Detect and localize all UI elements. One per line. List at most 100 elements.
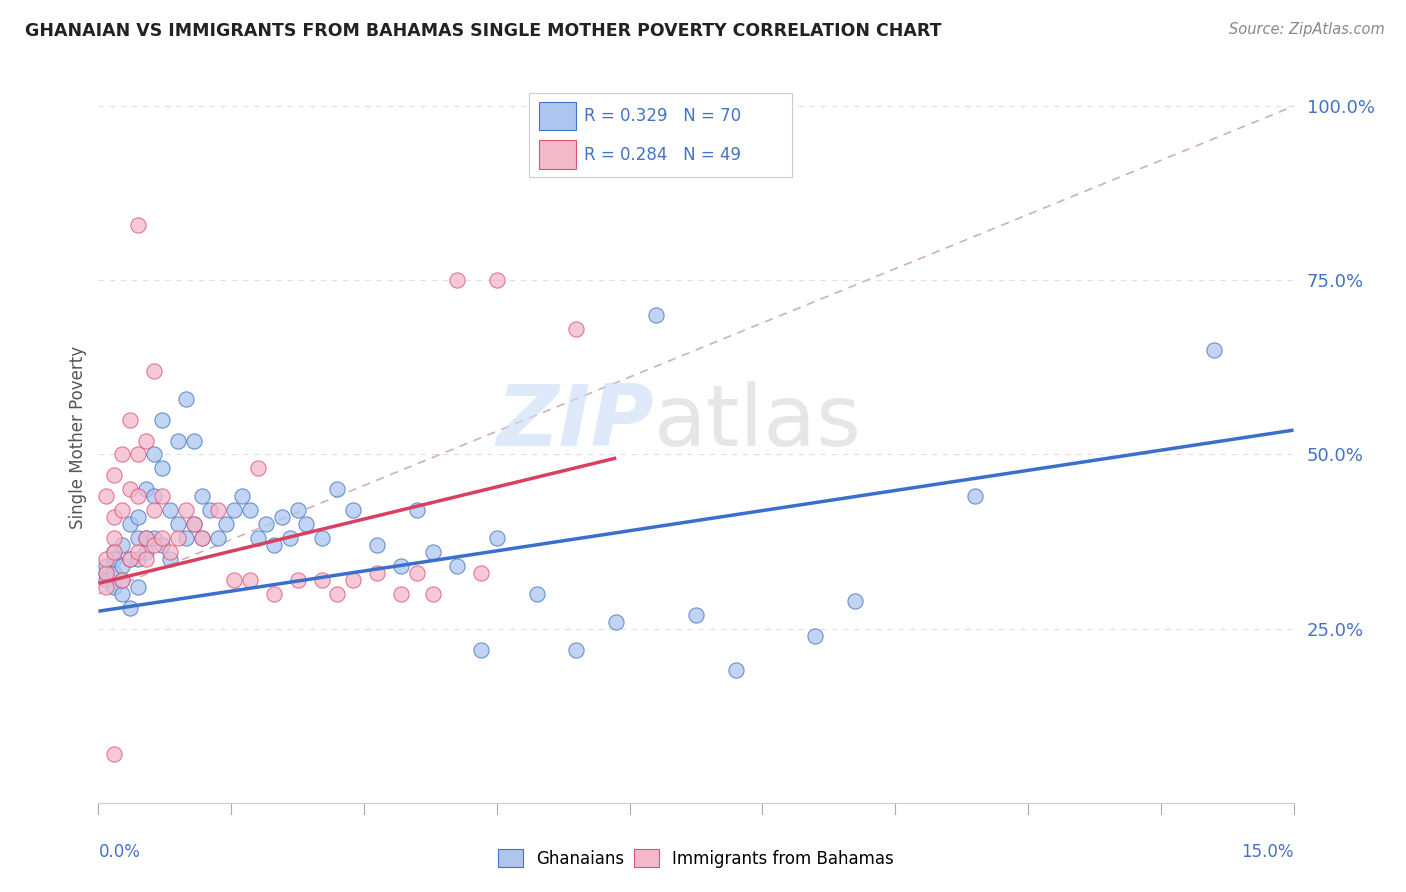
Point [111, 448, 134, 462]
Y-axis label: Single Mother Poverty: Single Mother Poverty [69, 345, 87, 529]
Point [183, 434, 205, 448]
Point [143, 538, 166, 552]
Point [111, 503, 134, 517]
Point [143, 531, 166, 545]
Point [120, 552, 142, 566]
Point [263, 538, 285, 552]
Point [389, 558, 412, 573]
Text: GHANAIAN VS IMMIGRANTS FROM BAHAMAS SINGLE MOTHER POVERTY CORRELATION CHART: GHANAIAN VS IMMIGRANTS FROM BAHAMAS SING… [25, 22, 942, 40]
Point [222, 573, 245, 587]
Point [215, 517, 238, 532]
Point [485, 273, 508, 287]
Point [111, 538, 134, 552]
Point [167, 517, 190, 532]
Point [804, 629, 827, 643]
Point [103, 510, 125, 524]
Point [191, 489, 214, 503]
Point [96, 580, 118, 594]
Point [127, 545, 149, 559]
Point [254, 517, 277, 532]
Point [470, 566, 492, 580]
Point [120, 517, 142, 532]
Point [263, 587, 285, 601]
Point [111, 587, 134, 601]
Point [174, 531, 197, 545]
Point [287, 503, 309, 517]
Point [150, 531, 173, 545]
Point [159, 503, 181, 517]
Point [342, 573, 364, 587]
Point [446, 558, 468, 573]
Point [342, 503, 364, 517]
Point [96, 566, 118, 580]
Point [120, 552, 142, 566]
Point [389, 587, 412, 601]
Point [645, 308, 668, 322]
Point [246, 461, 269, 475]
Point [127, 510, 149, 524]
Point [96, 489, 118, 503]
Text: 15.0%: 15.0% [1241, 843, 1294, 861]
Point [406, 566, 429, 580]
Point [150, 461, 173, 475]
Point [103, 580, 125, 594]
Point [198, 503, 221, 517]
Point [127, 218, 149, 232]
Point [111, 573, 134, 587]
Point [143, 364, 166, 378]
Point [207, 531, 229, 545]
Point [326, 587, 349, 601]
Point [366, 538, 388, 552]
Point [311, 531, 333, 545]
Point [135, 531, 157, 545]
Point [111, 558, 134, 573]
Point [103, 468, 125, 483]
Point [96, 558, 118, 573]
Point [159, 545, 181, 559]
Point [207, 503, 229, 517]
Point [605, 615, 627, 629]
Point [96, 566, 118, 580]
Point [159, 552, 181, 566]
Point [311, 573, 333, 587]
Point [143, 448, 166, 462]
Point [127, 489, 149, 503]
Point [103, 566, 125, 580]
Point [278, 531, 301, 545]
Point [287, 573, 309, 587]
Point [406, 503, 429, 517]
Point [143, 503, 166, 517]
Point [111, 573, 134, 587]
Point [150, 538, 173, 552]
Text: ZIP: ZIP [496, 381, 654, 464]
Point [174, 503, 197, 517]
Text: Source: ZipAtlas.com: Source: ZipAtlas.com [1229, 22, 1385, 37]
Point [963, 489, 986, 503]
Point [231, 489, 253, 503]
Point [246, 531, 269, 545]
Point [294, 517, 316, 532]
Point [191, 531, 214, 545]
Point [103, 531, 125, 545]
Point [470, 642, 492, 657]
Point [150, 489, 173, 503]
Point [103, 545, 125, 559]
Point [127, 448, 149, 462]
Point [844, 594, 866, 608]
Point [127, 552, 149, 566]
Point [685, 607, 707, 622]
Point [239, 573, 262, 587]
Point [135, 531, 157, 545]
Point [135, 552, 157, 566]
Point [366, 566, 388, 580]
Legend: Ghanaians, Immigrants from Bahamas: Ghanaians, Immigrants from Bahamas [498, 849, 894, 868]
Point [103, 545, 125, 559]
Text: 0.0%: 0.0% [98, 843, 141, 861]
Point [565, 642, 588, 657]
Point [446, 273, 468, 287]
Point [422, 587, 444, 601]
Point [135, 483, 157, 497]
Point [167, 531, 190, 545]
Point [167, 434, 190, 448]
Point [270, 510, 292, 524]
